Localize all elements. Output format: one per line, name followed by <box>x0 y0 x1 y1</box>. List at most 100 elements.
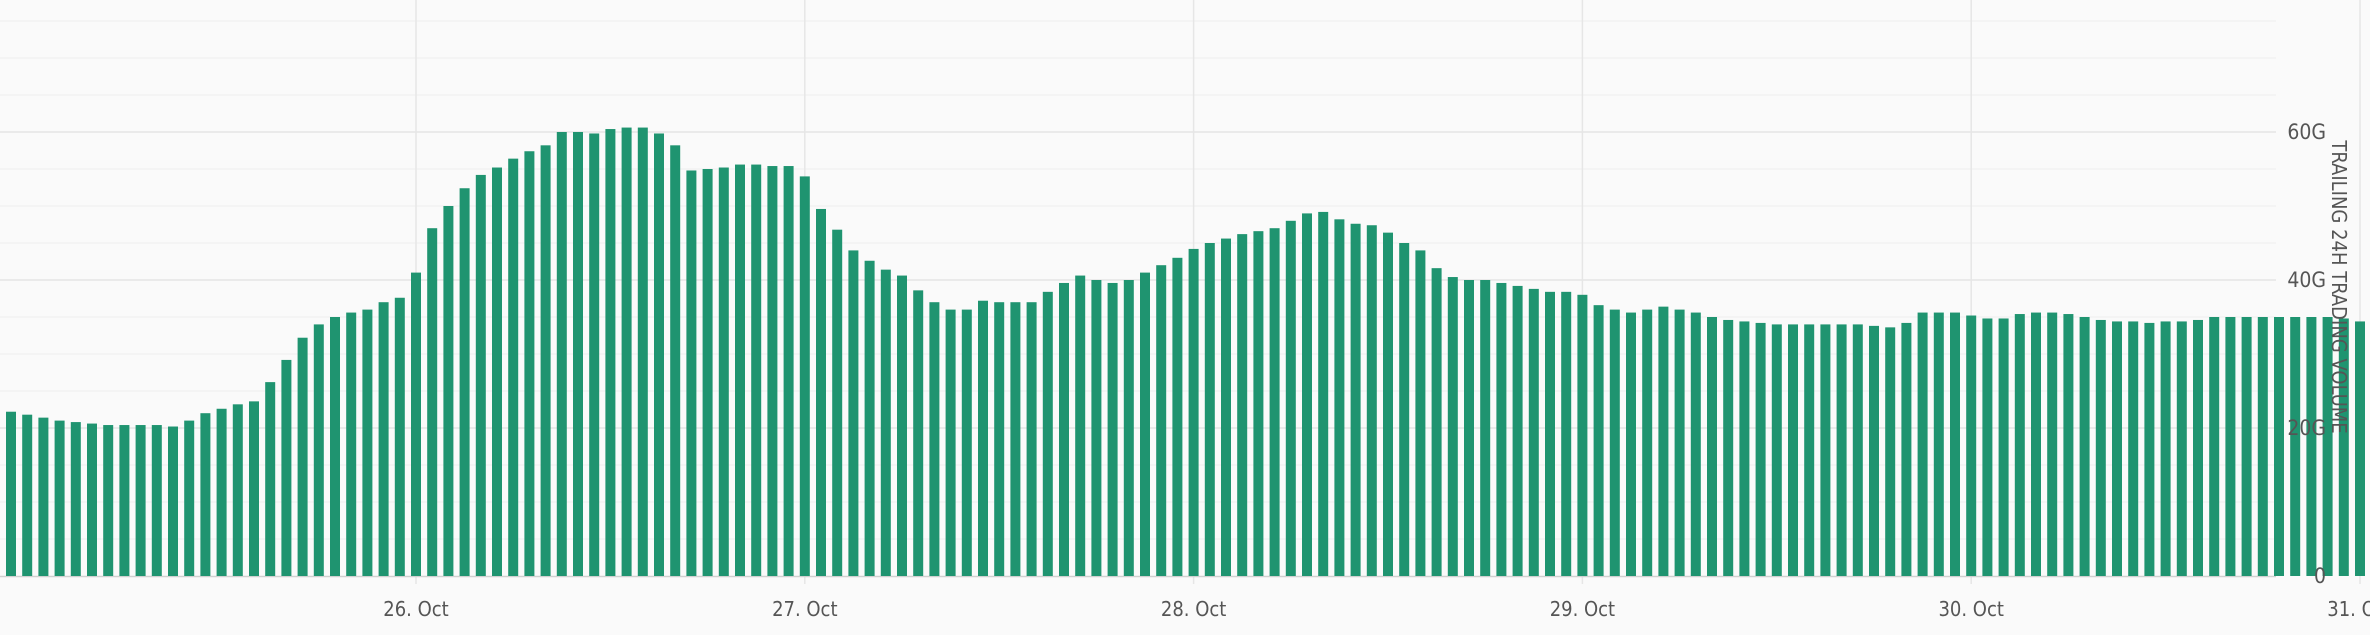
volume-bar[interactable] <box>2144 322 2155 576</box>
volume-bar[interactable] <box>1172 257 1183 576</box>
volume-bar[interactable] <box>330 317 340 576</box>
volume-bar[interactable] <box>2063 314 2074 576</box>
volume-bar[interactable] <box>978 300 988 576</box>
volume-bar[interactable] <box>394 297 405 576</box>
volume-bar[interactable] <box>2095 319 2106 576</box>
volume-bar[interactable] <box>2274 317 2284 576</box>
volume-bar[interactable] <box>1982 318 1993 576</box>
volume-bar[interactable] <box>2322 317 2333 576</box>
volume-bar[interactable] <box>2306 317 2317 576</box>
volume-bar[interactable] <box>1415 250 1426 576</box>
volume-bar[interactable] <box>1156 265 1167 576</box>
volume-bar[interactable] <box>913 290 924 576</box>
volume-bar[interactable] <box>897 275 907 576</box>
volume-bar[interactable] <box>459 188 470 577</box>
volume-bar[interactable] <box>1204 243 1215 576</box>
volume-bar[interactable] <box>411 272 421 576</box>
volume-bar[interactable] <box>1901 322 1912 576</box>
volume-bar[interactable] <box>1285 220 1296 577</box>
volume-bar[interactable] <box>767 166 778 577</box>
volume-bar[interactable] <box>443 206 454 576</box>
volume-bar[interactable] <box>1464 280 1474 576</box>
volume-bar[interactable] <box>378 302 389 576</box>
volume-bar[interactable] <box>1383 232 1393 576</box>
volume-bar[interactable] <box>1577 294 1588 576</box>
volume-bar[interactable] <box>2128 321 2139 576</box>
volume-bar[interactable] <box>1804 324 1815 576</box>
volume-bar[interactable] <box>1350 223 1361 576</box>
volume-bar[interactable] <box>168 426 178 576</box>
volume-bar[interactable] <box>297 337 308 576</box>
volume-bar[interactable] <box>2225 317 2236 576</box>
volume-bar[interactable] <box>119 425 130 576</box>
volume-bar[interactable] <box>670 145 681 576</box>
volume-bar[interactable] <box>1026 302 1037 576</box>
volume-bar[interactable] <box>1123 280 1134 576</box>
volume-bar[interactable] <box>87 423 97 576</box>
volume-bar[interactable] <box>880 269 891 576</box>
volume-bar[interactable] <box>2355 321 2365 576</box>
volume-bar[interactable] <box>1820 324 1831 576</box>
volume-bar[interactable] <box>184 420 195 576</box>
volume-bar[interactable] <box>945 309 956 576</box>
volume-bar[interactable] <box>38 417 49 576</box>
volume-bar[interactable] <box>1626 312 1636 576</box>
volume-bar[interactable] <box>848 250 859 576</box>
volume-bar[interactable] <box>151 425 162 576</box>
volume-bar[interactable] <box>1966 315 1977 576</box>
volume-bar[interactable] <box>1771 324 1782 576</box>
volume-bar[interactable] <box>799 176 810 576</box>
volume-bar[interactable] <box>1917 312 1928 576</box>
volume-bar[interactable] <box>2193 319 2203 576</box>
volume-bar[interactable] <box>1788 324 1798 576</box>
volume-bar[interactable] <box>1447 277 1458 576</box>
volume-bar[interactable] <box>994 302 1005 576</box>
volume-bar[interactable] <box>1998 318 2009 576</box>
volume-bar[interactable] <box>686 170 697 577</box>
volume-bar[interactable] <box>281 359 292 576</box>
volume-bar[interactable] <box>1869 325 1879 576</box>
volume-bar[interactable] <box>929 302 940 576</box>
volume-bar[interactable] <box>1253 231 1264 576</box>
volume-bar[interactable] <box>362 309 373 576</box>
volume-bar[interactable] <box>1399 243 1410 576</box>
volume-bar[interactable] <box>216 408 227 576</box>
volume-bar[interactable] <box>22 414 33 576</box>
volume-bar[interactable] <box>961 309 972 576</box>
volume-bar[interactable] <box>1658 306 1669 576</box>
volume-bar[interactable] <box>1366 225 1377 577</box>
volume-bar[interactable] <box>1269 228 1280 576</box>
volume-bar[interactable] <box>1496 282 1507 576</box>
volume-bar[interactable] <box>637 127 648 576</box>
volume-bar[interactable] <box>2031 312 2041 576</box>
volume-bar[interactable] <box>1561 291 1572 576</box>
volume-bar[interactable] <box>702 169 713 576</box>
volume-bar[interactable] <box>103 425 114 576</box>
volume-bar[interactable] <box>1318 211 1329 577</box>
volume-bar[interactable] <box>2176 321 2187 576</box>
volume-bar[interactable] <box>508 158 519 576</box>
volume-bar[interactable] <box>621 127 632 576</box>
volume-bar[interactable] <box>2112 321 2122 576</box>
volume-bar[interactable] <box>135 425 146 576</box>
volume-bar[interactable] <box>265 382 276 576</box>
volume-bar[interactable] <box>540 145 551 576</box>
volume-bar[interactable] <box>1140 272 1150 576</box>
volume-bar[interactable] <box>1075 275 1086 576</box>
volume-bar[interactable] <box>1933 312 1944 576</box>
volume-bar[interactable] <box>1707 317 1717 576</box>
volume-bar[interactable] <box>475 174 486 577</box>
volume-bar[interactable] <box>524 151 535 577</box>
volume-bar[interactable] <box>1302 213 1312 576</box>
volume-bar[interactable] <box>1642 309 1653 576</box>
volume-bar[interactable] <box>864 260 875 576</box>
volume-bar[interactable] <box>605 129 616 577</box>
volume-bar[interactable] <box>1723 319 1734 576</box>
volume-bar[interactable] <box>735 164 745 576</box>
volume-bar[interactable] <box>2338 318 2349 576</box>
volume-bar[interactable] <box>1545 291 1555 576</box>
volume-bar[interactable] <box>2241 317 2252 576</box>
volume-bar[interactable] <box>1042 291 1053 576</box>
volume-bar[interactable] <box>751 164 762 576</box>
volume-bar[interactable] <box>718 167 729 576</box>
